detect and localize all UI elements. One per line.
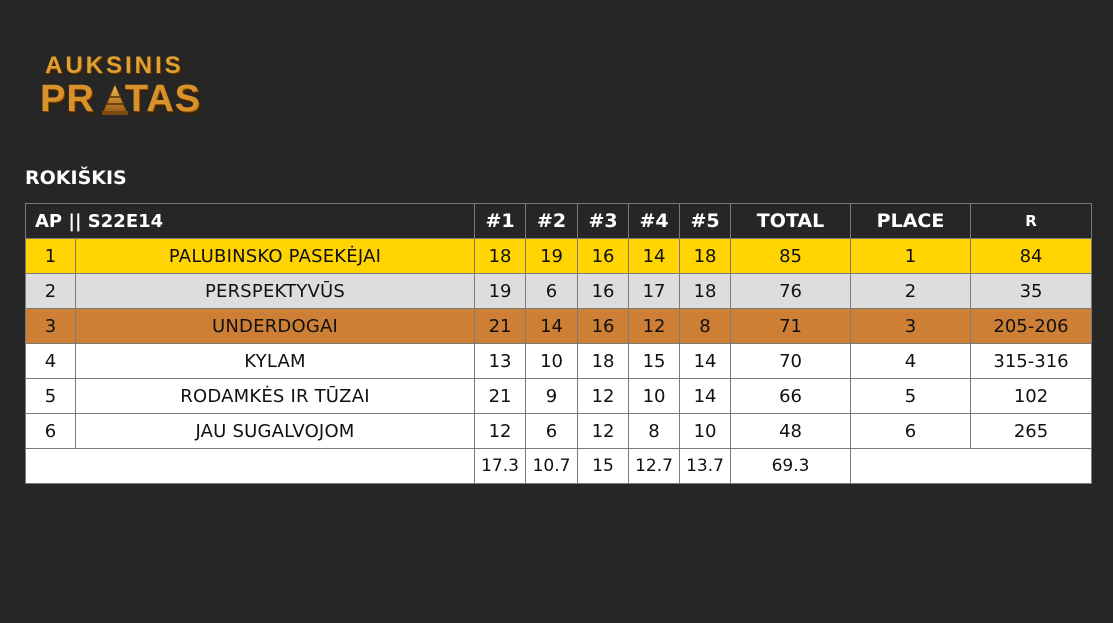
place: 3	[850, 308, 972, 344]
header-round-4: #4	[628, 203, 681, 239]
averages-empty-cell	[850, 448, 1093, 484]
table-row: 5 RODAMKĖS IR TŪZAI 21 9 12 10 14 66 5 1…	[25, 378, 1093, 414]
row-number: 4	[25, 343, 76, 379]
round-score: 17	[628, 273, 681, 309]
location-title: ROKIŠKIS	[25, 167, 127, 189]
round-score: 19	[525, 238, 579, 274]
round-score: 16	[577, 238, 630, 274]
place: 6	[850, 413, 972, 449]
rating: 205-206	[970, 308, 1093, 344]
round-score: 14	[525, 308, 579, 344]
rating: 35	[970, 273, 1093, 309]
team-name: PERSPEKTYVŪS	[74, 273, 476, 309]
table-header-row: AP || S22E14 #1 #2 #3 #4 #5 TOTAL PLACE …	[24, 203, 1093, 239]
header-r: R	[970, 203, 1093, 239]
rating: 102	[970, 378, 1093, 414]
average-round-score: 13.7	[679, 448, 732, 484]
round-score: 6	[525, 413, 579, 449]
place: 2	[850, 273, 972, 309]
table-row: 6 JAU SUGALVOJOM 12 6 12 8 10 48 6 265	[25, 413, 1093, 449]
team-name: UNDERDOGAI	[74, 308, 476, 344]
total-score: 76	[730, 273, 852, 309]
round-score: 18	[474, 238, 527, 274]
round-score: 19	[474, 273, 527, 309]
average-round-score: 12.7	[628, 448, 681, 484]
total-score: 66	[730, 378, 852, 414]
rating: 84	[970, 238, 1093, 274]
header-total: TOTAL	[730, 203, 852, 239]
average-round-score: 10.7	[525, 448, 579, 484]
round-score: 10	[525, 343, 579, 379]
logo-line2: PR TAS	[40, 78, 201, 120]
round-score: 13	[474, 343, 527, 379]
round-score: 12	[577, 378, 630, 414]
row-number: 3	[25, 308, 76, 344]
header-place: PLACE	[850, 203, 972, 239]
place: 4	[850, 343, 972, 379]
team-name: PALUBINSKO PASEKĖJAI	[74, 238, 476, 274]
round-score: 15	[628, 343, 681, 379]
header-round-2: #2	[525, 203, 579, 239]
total-score: 70	[730, 343, 852, 379]
table-row: 4 KYLAM 13 10 18 15 14 70 4 315-316	[25, 343, 1093, 379]
round-score: 6	[525, 273, 579, 309]
table-row: 2 PERSPEKTYVŪS 19 6 16 17 18 76 2 35	[25, 273, 1093, 309]
round-score: 16	[577, 273, 630, 309]
averages-row: 17.3 10.7 15 12.7 13.7 69.3	[24, 448, 1093, 484]
averages-label-empty	[24, 448, 476, 484]
team-name: JAU SUGALVOJOM	[74, 413, 476, 449]
standings-table: AP || S22E14 #1 #2 #3 #4 #5 TOTAL PLACE …	[24, 203, 1093, 484]
total-score: 71	[730, 308, 852, 344]
header-round-3: #3	[577, 203, 630, 239]
round-score: 10	[679, 413, 732, 449]
table-row: 1 PALUBINSKO PASEKĖJAI 18 19 16 14 18 85…	[25, 238, 1093, 274]
row-number: 5	[25, 378, 76, 414]
round-score: 14	[628, 238, 681, 274]
round-score: 18	[679, 238, 732, 274]
row-number: 6	[25, 413, 76, 449]
team-name: KYLAM	[74, 343, 476, 379]
header-round-1: #1	[474, 203, 527, 239]
round-score: 21	[474, 378, 527, 414]
row-number: 1	[25, 238, 76, 274]
round-score: 21	[474, 308, 527, 344]
place: 5	[850, 378, 972, 414]
average-round-score: 17.3	[474, 448, 527, 484]
round-score: 12	[577, 413, 630, 449]
row-number: 2	[25, 273, 76, 309]
round-score: 18	[679, 273, 732, 309]
average-total: 69.3	[730, 448, 852, 484]
total-score: 48	[730, 413, 852, 449]
round-score: 16	[577, 308, 630, 344]
header-round-5: #5	[679, 203, 732, 239]
total-score: 85	[730, 238, 852, 274]
logo-dome-icon	[102, 82, 128, 115]
round-score: 8	[679, 308, 732, 344]
round-score: 12	[474, 413, 527, 449]
round-score: 12	[628, 308, 681, 344]
round-score: 18	[577, 343, 630, 379]
round-score: 9	[525, 378, 579, 414]
team-name: RODAMKĖS IR TŪZAI	[74, 378, 476, 414]
round-score: 14	[679, 378, 732, 414]
rating: 315-316	[970, 343, 1093, 379]
place: 1	[850, 238, 972, 274]
average-round-score: 15	[577, 448, 630, 484]
logo-line1: AUKSINIS	[45, 52, 184, 79]
round-score: 14	[679, 343, 732, 379]
auksinis-protas-logo: AUKSINIS PR TAS	[40, 52, 205, 124]
table-row: 3 UNDERDOGAI 21 14 16 12 8 71 3 205-206	[25, 308, 1093, 344]
rating: 265	[970, 413, 1093, 449]
round-score: 10	[628, 378, 681, 414]
header-title: AP || S22E14	[24, 203, 476, 239]
round-score: 8	[628, 413, 681, 449]
